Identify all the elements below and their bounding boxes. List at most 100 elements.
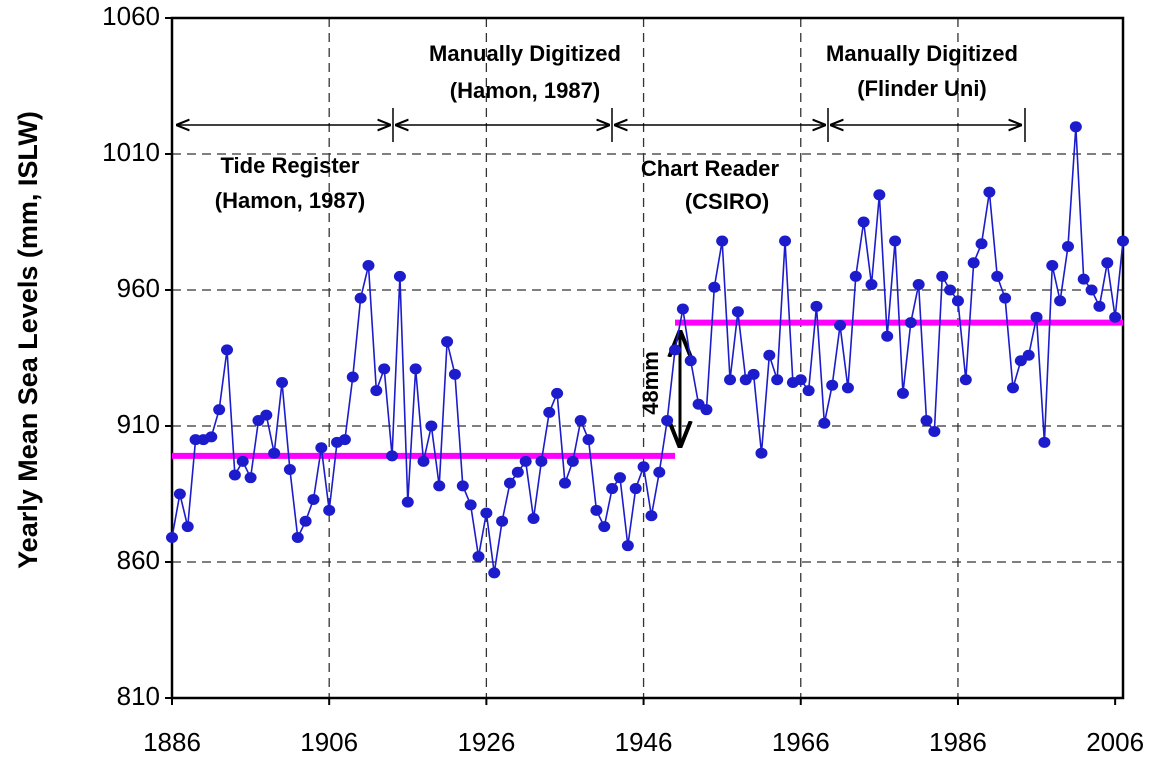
data-point (213, 404, 226, 416)
annotation: Manually Digitized (826, 41, 1018, 66)
data-point (354, 292, 367, 304)
data-point (181, 521, 194, 533)
data-point (826, 379, 839, 391)
data-point (323, 504, 336, 516)
data-point (1101, 257, 1114, 269)
y-tick-label: 1010 (102, 137, 160, 167)
data-point (503, 477, 516, 489)
data-point (346, 371, 359, 383)
data-point (700, 404, 713, 416)
data-point (936, 270, 949, 282)
data-point (975, 238, 988, 250)
data-point (841, 382, 854, 394)
data-point (417, 455, 430, 467)
data-point (260, 409, 273, 421)
data-point (1109, 311, 1122, 323)
data-point (724, 374, 737, 386)
data-point (535, 455, 548, 467)
data-point (802, 385, 815, 397)
data-point (558, 477, 571, 489)
data-point (386, 450, 399, 462)
data-point (983, 186, 996, 198)
data-point (779, 235, 792, 247)
data-point (904, 317, 917, 329)
data-point (606, 483, 619, 495)
data-point (1054, 295, 1067, 307)
data-point (551, 387, 564, 399)
data-point (1061, 240, 1074, 252)
data-point (810, 300, 823, 312)
data-point (763, 349, 776, 361)
data-point (661, 415, 674, 427)
annotation: Chart Reader (641, 156, 780, 181)
data-point (637, 461, 650, 473)
data-point (401, 496, 414, 508)
data-point (173, 488, 186, 500)
annotation: (Hamon, 1987) (450, 78, 600, 103)
x-tick-label: 1926 (457, 727, 515, 757)
data-point (873, 189, 886, 201)
data-point (244, 472, 257, 484)
data-point (425, 420, 438, 432)
data-point (221, 344, 234, 356)
data-point (794, 374, 807, 386)
data-point (896, 387, 909, 399)
x-tick-label: 2006 (1086, 727, 1144, 757)
data-point (276, 376, 289, 388)
data-point (1093, 300, 1106, 312)
data-point (205, 431, 218, 443)
data-point (999, 292, 1012, 304)
data-point (228, 469, 241, 481)
data-point (590, 504, 603, 516)
series-line (171, 126, 1124, 574)
data-point (1069, 121, 1082, 133)
data-point (1006, 382, 1019, 394)
data-point (1046, 260, 1059, 272)
data-point (315, 442, 328, 454)
data-point (928, 425, 941, 437)
data-point (268, 447, 281, 459)
data-point (433, 480, 446, 492)
data-point (283, 464, 296, 476)
annotation: (Flinder Uni) (857, 76, 987, 101)
data-point (1038, 436, 1051, 448)
data-point (338, 434, 351, 446)
data-point (731, 306, 744, 318)
data-point (370, 385, 383, 397)
data-point (834, 319, 847, 331)
data-point (1030, 311, 1043, 323)
data-point (307, 493, 320, 505)
data-point (747, 368, 760, 380)
data-point (456, 480, 469, 492)
annotation: (CSIRO) (685, 189, 769, 214)
data-point (519, 455, 532, 467)
data-point (574, 415, 587, 427)
data-point (598, 521, 611, 533)
annotation: Manually Digitized (429, 41, 621, 66)
data-point (991, 270, 1004, 282)
y-tick-label: 910 (117, 409, 160, 439)
data-point (409, 363, 422, 375)
data-point (441, 336, 454, 348)
data-point (920, 415, 933, 427)
data-point (912, 279, 925, 291)
data-point (566, 455, 579, 467)
data-point (464, 499, 477, 511)
x-tick-label: 1966 (772, 727, 830, 757)
data-point (378, 363, 391, 375)
data-point (236, 455, 249, 467)
data-point (582, 434, 595, 446)
data-point (291, 532, 304, 544)
data-point (1077, 273, 1090, 285)
x-tick-label: 1986 (929, 727, 987, 757)
data-point (676, 303, 689, 315)
x-tick-label: 1906 (300, 727, 358, 757)
data-point (1022, 349, 1035, 361)
data-point (1085, 284, 1098, 296)
data-point (653, 466, 666, 478)
data-point (613, 472, 626, 484)
y-tick-label: 810 (117, 681, 160, 711)
annotation: Tide Register (221, 153, 360, 178)
data-point (621, 540, 634, 552)
period-arrows (176, 108, 1026, 142)
